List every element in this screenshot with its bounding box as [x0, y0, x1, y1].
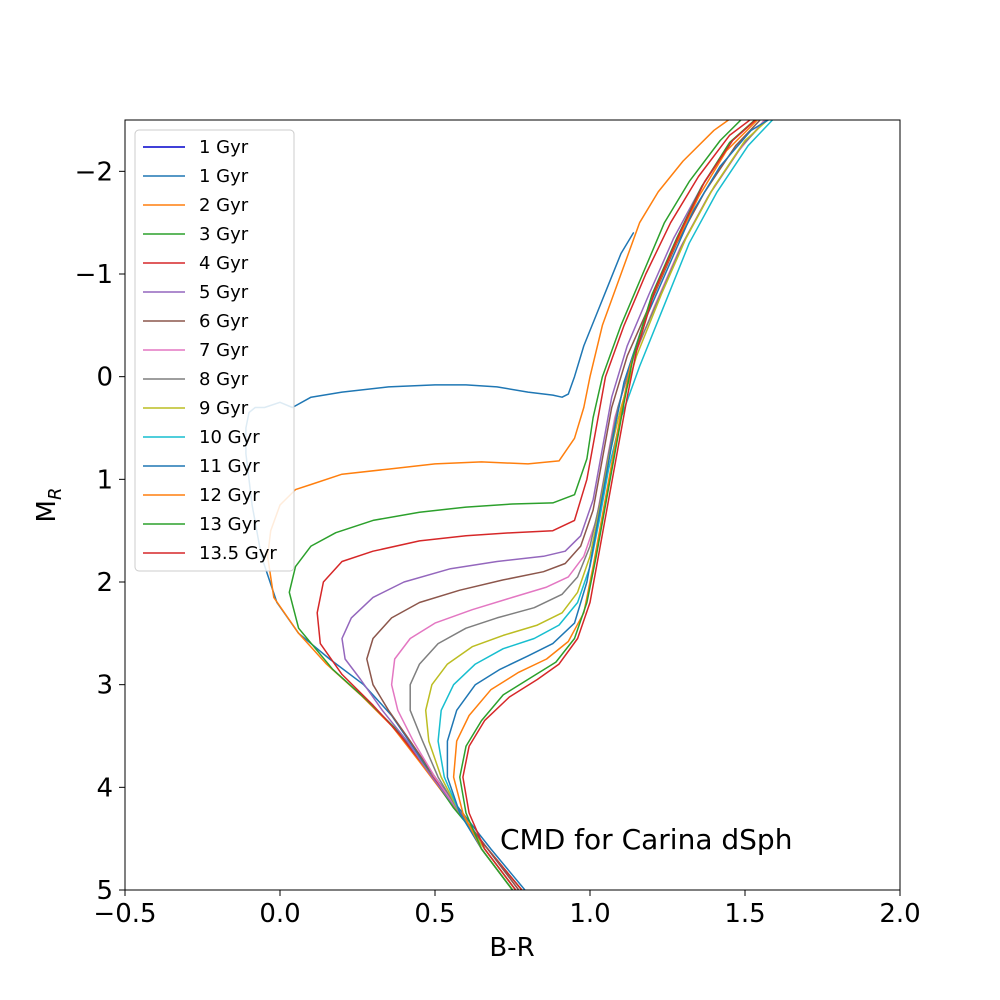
x-axis-ticks: −0.5 0.0 0.5 1.0 1.5 2.0	[93, 890, 921, 929]
legend-entry-label: 7 Gyr	[199, 340, 249, 361]
legend-entry-label: 12 Gyr	[199, 485, 260, 506]
y-axis-label: MR	[32, 488, 66, 523]
series-line-9	[424, 120, 769, 890]
x-tick-label: −0.5	[93, 899, 156, 929]
chart-annotation: CMD for Carina dSph	[500, 823, 792, 856]
y-tick-label: 1	[96, 465, 113, 495]
series-line-12	[452, 120, 760, 890]
y-tick-label: −2	[75, 157, 113, 187]
series-line-8	[409, 120, 768, 890]
x-tick-label: 1.5	[724, 899, 765, 929]
legend-entry-label: 8 Gyr	[199, 369, 249, 390]
legend: 1 Gyr 1 Gyr 2 Gyr 3 Gyr 4 Gyr 5 Gyr 6 Gyr 7 Gyr…	[134, 129, 295, 572]
legend-entry-label: 13 Gyr	[199, 514, 260, 535]
y-axis-ticks: −2 −1 0 1 2 3 4 5	[75, 157, 125, 906]
legend-entry-label: 5 Gyr	[199, 282, 249, 303]
legend-entry-label: 10 Gyr	[199, 427, 260, 448]
legend-entry-label: 3 Gyr	[199, 224, 249, 245]
legend-entry-label: 11 Gyr	[199, 456, 260, 477]
series-line-2	[266, 120, 730, 890]
y-tick-label: 4	[96, 773, 113, 803]
series-line-7	[390, 120, 766, 890]
series-line-5	[341, 120, 757, 890]
legend-entry-label: 9 Gyr	[199, 398, 249, 419]
series-line-1	[245, 232, 635, 890]
x-axis-label: B-R	[489, 933, 534, 963]
plot-frame	[124, 119, 901, 891]
y-tick-label: 3	[96, 671, 113, 701]
y-tick-label: −1	[75, 260, 113, 290]
legend-entry-label: 4 Gyr	[199, 253, 249, 274]
isochrone-curves	[245, 120, 774, 890]
series-line-14	[462, 120, 757, 890]
series-line-10	[437, 120, 774, 890]
legend-entry-label: 13.5 Gyr	[199, 543, 277, 564]
legend-entry-label: 1 Gyr	[199, 166, 249, 187]
y-tick-label: 0	[96, 363, 113, 393]
legend-box	[134, 129, 295, 572]
x-tick-label: 0.0	[259, 899, 300, 929]
series-line-11	[446, 120, 770, 890]
series-line-4	[316, 120, 752, 890]
legend-entry-label: 2 Gyr	[199, 195, 249, 216]
series-line-13	[459, 120, 756, 890]
legend-entry-label: 6 Gyr	[199, 311, 249, 332]
x-tick-label: 2.0	[879, 899, 920, 929]
x-tick-label: 0.5	[414, 899, 455, 929]
x-tick-label: 1.0	[569, 899, 610, 929]
legend-entry-label: 1 Gyr	[199, 137, 249, 158]
y-tick-label: 5	[96, 876, 113, 906]
y-tick-label: 2	[96, 568, 113, 598]
